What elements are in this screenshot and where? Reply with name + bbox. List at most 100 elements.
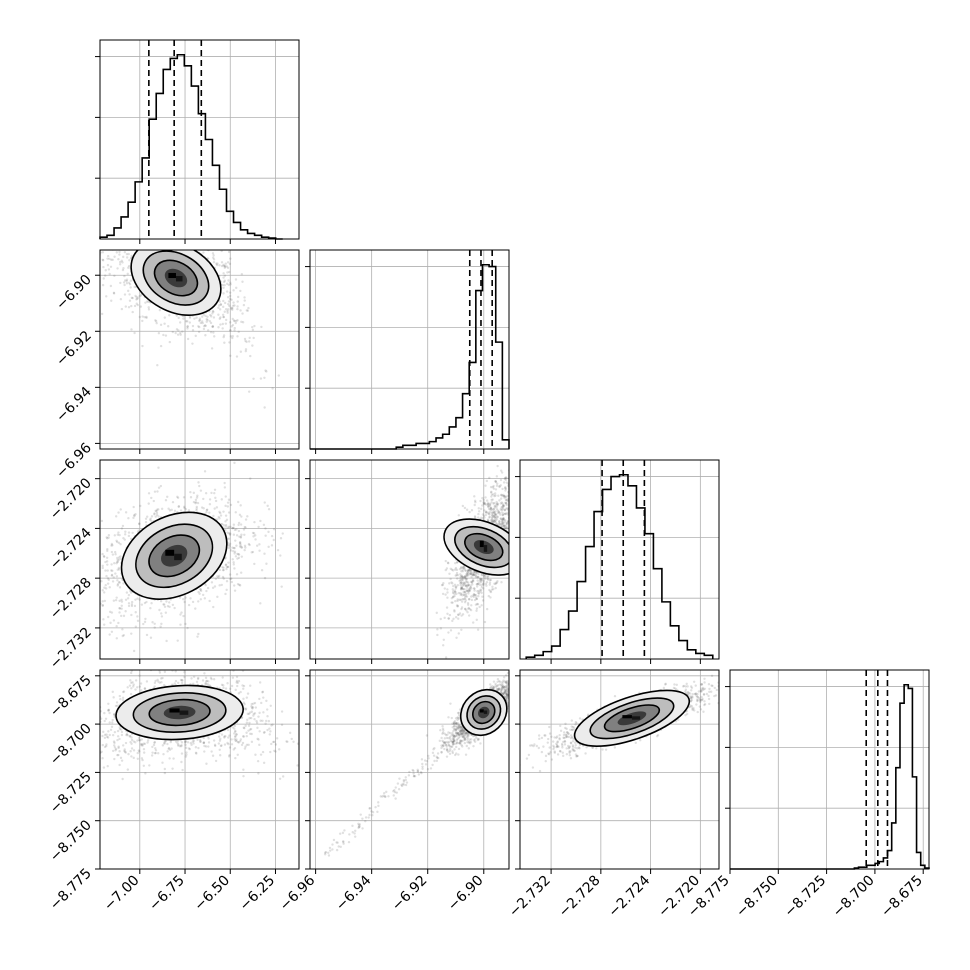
- sample-point: [173, 509, 177, 513]
- sample-point: [223, 266, 226, 270]
- sample-point: [512, 512, 514, 514]
- sample-point: [477, 512, 480, 516]
- sample-point: [477, 594, 480, 598]
- sample-point: [154, 213, 156, 215]
- sample-point: [509, 471, 511, 473]
- sample-point: [239, 504, 242, 507]
- sample-point: [145, 244, 147, 246]
- sample-point: [243, 533, 246, 536]
- sample-point: [244, 526, 247, 529]
- sample-point: [250, 551, 253, 554]
- sample-point: [204, 314, 207, 318]
- sample-point: [156, 490, 159, 493]
- sample-point: [522, 500, 524, 502]
- sample-point: [514, 494, 516, 496]
- sample-point: [183, 505, 186, 508]
- sample-point: [467, 607, 470, 610]
- sample-point: [106, 563, 109, 566]
- sample-point: [235, 679, 239, 683]
- sample-point: [152, 499, 155, 503]
- contour-line: [464, 532, 504, 562]
- sample-point: [440, 583, 444, 587]
- sample-point: [467, 583, 470, 586]
- sample-point: [489, 485, 493, 489]
- sample-point: [484, 496, 487, 499]
- sample-point: [237, 330, 240, 334]
- panel-frame: [309, 459, 510, 660]
- sample-point: [463, 581, 466, 585]
- sample-point: [185, 320, 188, 323]
- sample-point: [473, 593, 477, 597]
- sample-point: [120, 759, 124, 762]
- sample-point: [144, 521, 148, 524]
- sample-point: [493, 516, 496, 519]
- sample-point: [127, 531, 131, 534]
- sample-point: [124, 598, 128, 601]
- sample-point: [246, 515, 249, 518]
- sample-point: [125, 279, 128, 283]
- sample-point: [192, 500, 196, 504]
- sample-point: [180, 247, 182, 249]
- sample-point: [512, 493, 514, 495]
- sample-point: [502, 525, 506, 528]
- sample-point: [223, 486, 227, 489]
- sample-point: [144, 617, 147, 621]
- sample-point: [487, 594, 490, 598]
- panel-content: [97, 461, 299, 653]
- sample-point: [161, 245, 163, 247]
- sample-point: [105, 295, 108, 298]
- sample-point: [469, 584, 472, 587]
- sample-point: [245, 743, 249, 746]
- sample-point: [479, 589, 483, 592]
- sample-point: [112, 576, 115, 579]
- sample-point: [226, 565, 230, 569]
- sample-point: [465, 577, 468, 580]
- sample-point: [490, 588, 494, 591]
- sample-point: [523, 485, 525, 487]
- sample-point: [177, 245, 179, 247]
- sample-point: [127, 264, 131, 268]
- sample-point: [217, 576, 220, 579]
- sample-point: [473, 587, 476, 590]
- sample-point: [241, 321, 245, 324]
- sample-point: [487, 578, 490, 581]
- sample-point: [107, 536, 110, 539]
- sample-point: [512, 553, 514, 555]
- sample-point: [168, 509, 172, 512]
- sample-point: [224, 307, 228, 311]
- sample-point: [227, 742, 230, 746]
- sample-point: [184, 596, 187, 599]
- sample-point: [224, 318, 228, 322]
- sample-point: [480, 584, 483, 587]
- sample-point: [473, 503, 476, 507]
- sample-point: [117, 511, 120, 514]
- sample-point: [182, 496, 186, 499]
- sample-point: [201, 679, 205, 682]
- sample-point: [97, 572, 99, 574]
- sample-point: [212, 230, 214, 232]
- sample-point: [157, 241, 159, 243]
- sample-point: [243, 702, 246, 706]
- sample-point: [92, 286, 94, 288]
- sample-point: [492, 511, 495, 515]
- sample-point: [115, 637, 118, 640]
- sample-point: [504, 478, 508, 482]
- sample-point: [466, 581, 470, 584]
- sample-point: [511, 519, 513, 521]
- sample-point: [502, 524, 506, 527]
- sample-point: [197, 330, 201, 334]
- sample-point: [248, 336, 251, 340]
- y-axis-param-2: [305, 478, 310, 629]
- sample-point: [501, 517, 505, 520]
- sample-point: [238, 541, 242, 544]
- sample-point: [197, 481, 200, 484]
- panel-content: [435, 464, 525, 659]
- sample-point: [487, 503, 490, 506]
- sample-point: [465, 595, 469, 598]
- sample-point: [493, 516, 497, 519]
- sample-point: [221, 283, 224, 287]
- sample-point: [220, 583, 223, 587]
- sample-point: [102, 265, 105, 269]
- sample-point: [458, 612, 462, 615]
- sample-point: [208, 498, 212, 501]
